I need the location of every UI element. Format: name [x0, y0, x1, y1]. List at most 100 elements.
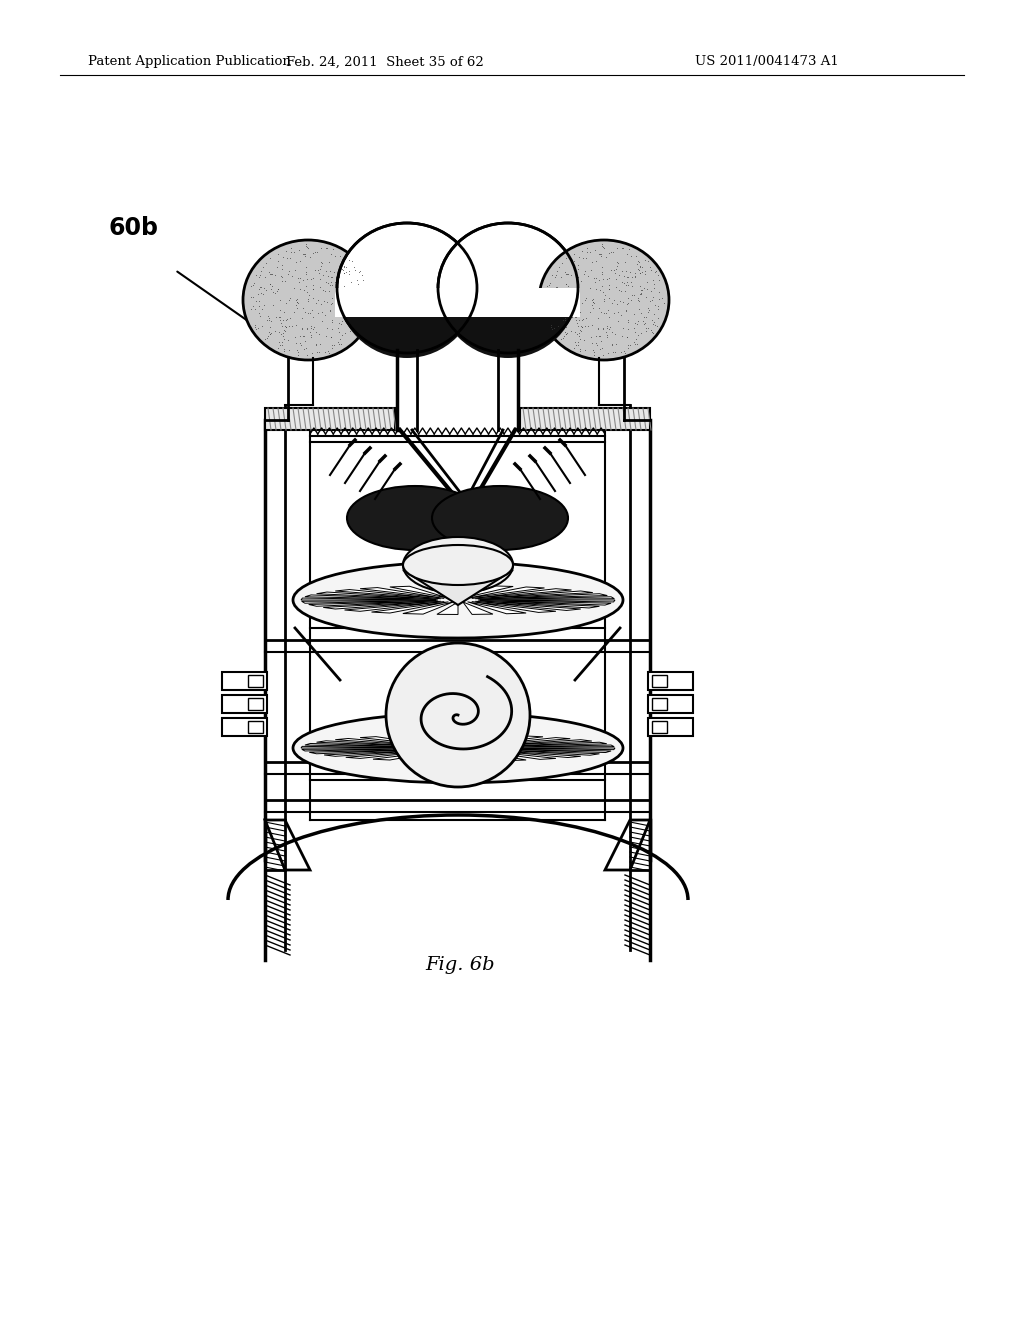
Point	[257, 267, 273, 288]
Point	[639, 272, 655, 293]
Point	[620, 335, 636, 356]
Point	[600, 268, 616, 289]
Polygon shape	[305, 743, 429, 747]
Point	[282, 260, 298, 281]
Text: Patent Application Publication: Patent Application Publication	[88, 55, 291, 69]
Point	[632, 255, 648, 276]
Polygon shape	[404, 751, 452, 762]
Point	[542, 272, 558, 293]
Point	[618, 243, 635, 264]
Point	[353, 308, 370, 329]
Point	[590, 308, 606, 329]
Point	[261, 323, 278, 345]
Point	[275, 339, 292, 360]
Point	[279, 317, 295, 338]
Point	[307, 334, 324, 355]
Point	[284, 265, 300, 286]
Point	[308, 293, 325, 314]
Point	[274, 326, 291, 347]
Point	[303, 327, 319, 348]
Polygon shape	[265, 820, 310, 870]
Point	[648, 260, 665, 281]
Point	[300, 238, 316, 259]
Point	[604, 293, 621, 314]
Point	[318, 318, 335, 339]
Point	[337, 302, 353, 323]
Point	[328, 284, 344, 305]
Point	[598, 315, 614, 337]
Point	[547, 296, 563, 317]
Point	[583, 302, 599, 323]
Point	[541, 275, 557, 296]
Point	[551, 256, 567, 277]
Point	[336, 255, 352, 276]
Point	[594, 317, 610, 338]
Point	[332, 246, 348, 267]
Point	[583, 260, 599, 281]
Point	[344, 300, 360, 321]
Point	[243, 276, 259, 297]
Point	[621, 292, 637, 313]
Point	[260, 305, 276, 326]
Polygon shape	[488, 748, 615, 750]
Point	[587, 272, 603, 293]
Point	[607, 259, 624, 280]
Polygon shape	[335, 738, 434, 746]
Point	[608, 255, 625, 276]
Point	[644, 286, 660, 308]
Point	[309, 342, 326, 363]
Point	[562, 282, 579, 304]
Point	[559, 322, 575, 343]
Point	[649, 296, 666, 317]
Point	[601, 243, 617, 264]
Point	[586, 345, 602, 366]
Point	[567, 331, 584, 352]
Point	[571, 341, 588, 362]
Polygon shape	[316, 593, 438, 599]
Point	[296, 244, 312, 265]
Point	[305, 306, 322, 327]
Point	[605, 342, 622, 363]
Point	[651, 281, 668, 302]
Point	[297, 234, 313, 255]
Point	[257, 329, 273, 350]
Point	[623, 246, 639, 267]
Point	[594, 234, 610, 255]
Point	[592, 244, 608, 265]
Point	[258, 280, 274, 301]
Ellipse shape	[347, 486, 483, 550]
Point	[637, 286, 653, 308]
Point	[297, 243, 313, 264]
Point	[566, 338, 583, 359]
Polygon shape	[481, 750, 581, 758]
Point	[243, 286, 259, 308]
Point	[282, 308, 298, 329]
Point	[547, 302, 563, 323]
Point	[261, 261, 278, 282]
Point	[290, 341, 306, 362]
Point	[323, 326, 339, 347]
Point	[565, 243, 582, 264]
Point	[588, 325, 604, 346]
Point	[636, 277, 652, 298]
Point	[280, 329, 296, 350]
Point	[632, 256, 648, 277]
Point	[324, 335, 340, 356]
Point	[317, 281, 334, 302]
Point	[317, 305, 334, 326]
Point	[302, 315, 318, 337]
Point	[547, 267, 563, 288]
Bar	[652, 698, 667, 710]
Point	[593, 301, 609, 322]
Point	[588, 333, 604, 354]
Point	[323, 243, 339, 264]
Point	[595, 236, 611, 257]
Point	[613, 281, 630, 302]
Point	[626, 317, 642, 338]
Polygon shape	[423, 586, 453, 598]
Point	[248, 290, 264, 312]
Point	[633, 280, 649, 301]
Point	[290, 292, 306, 313]
Point	[557, 273, 573, 294]
Point	[578, 260, 594, 281]
